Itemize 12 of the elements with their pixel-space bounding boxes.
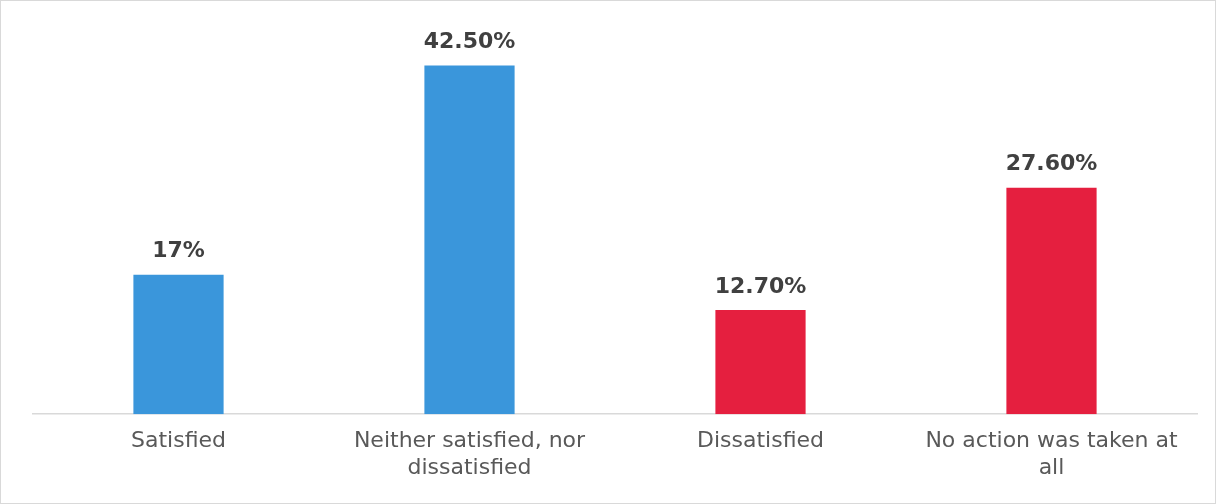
x-tick-label: Satisfied	[130, 427, 227, 453]
x-tick-label: Dissatisfied	[696, 427, 825, 453]
data-label: 17%	[152, 237, 205, 263]
x-tick-label: Neither satisfied, nor dissatisfied	[353, 427, 587, 479]
data-label: 42.50%	[423, 28, 516, 54]
data-label: 27.60%	[1005, 150, 1098, 176]
bar	[133, 274, 224, 415]
data-label: 12.70%	[714, 272, 807, 298]
x-tick-label: No action was taken at all	[925, 427, 1178, 479]
bar	[424, 65, 515, 415]
bar	[715, 310, 806, 415]
bar	[1006, 187, 1097, 415]
